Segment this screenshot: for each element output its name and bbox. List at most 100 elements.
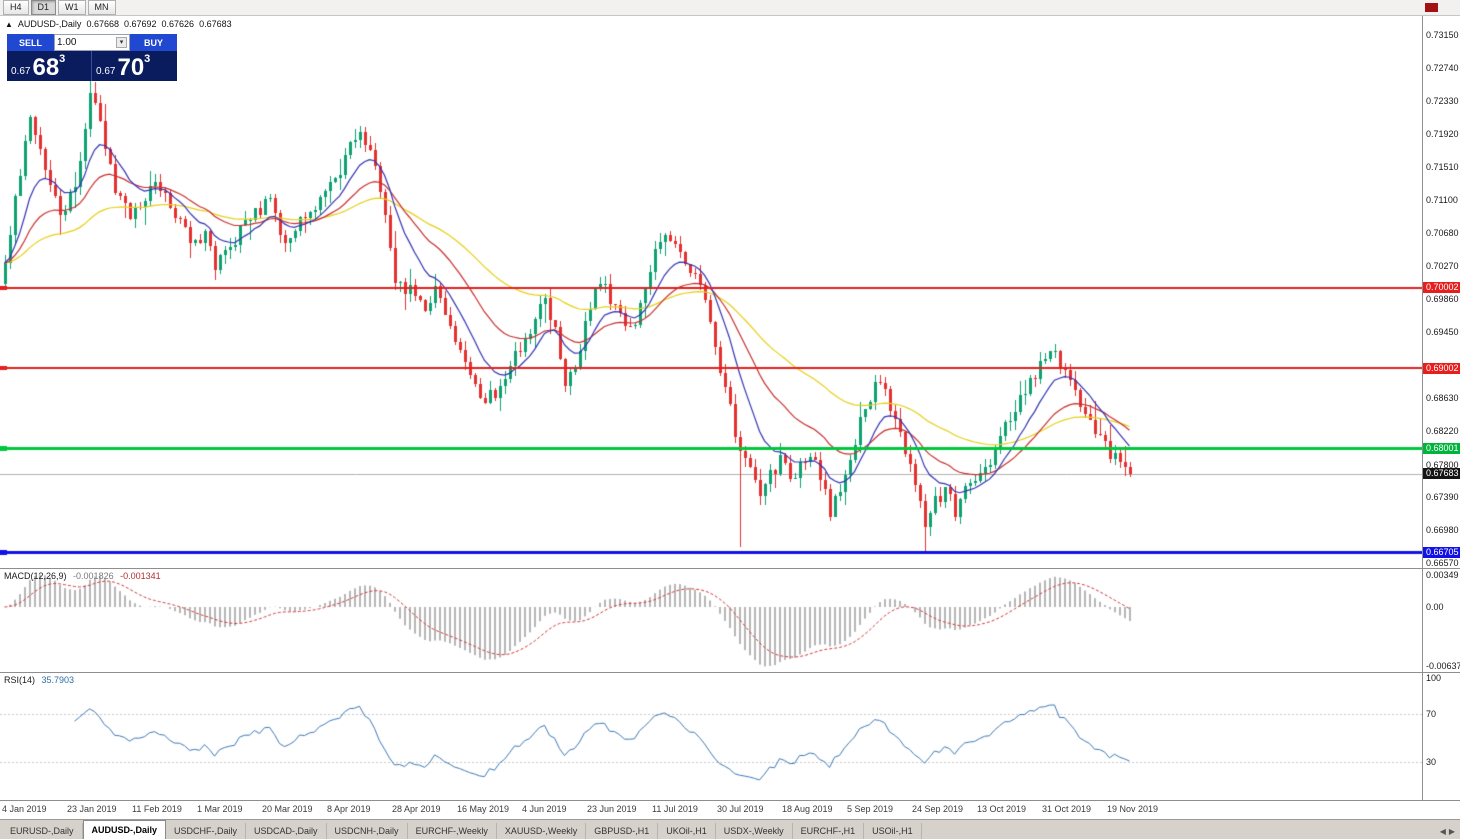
price-scale-label: 0.67390 — [1426, 492, 1459, 503]
tab-usdcad-daily[interactable]: USDCAD-,Daily — [246, 823, 327, 839]
price-badge: 0.68001 — [1423, 442, 1460, 454]
price-scale-label: 0.67800 — [1426, 459, 1459, 470]
macd-scale-label: 0.00349 — [1426, 569, 1459, 580]
sell-price-big: 68 — [32, 54, 60, 81]
tab-scroll-left-button[interactable]: ◀ — [1439, 827, 1446, 836]
one-click-toggle-icon[interactable]: ▲ — [5, 19, 13, 29]
ohlc-open: 0.67668 — [86, 19, 119, 29]
macd-scale-label: 0.00 — [1426, 602, 1444, 612]
price-badge: 0.70002 — [1423, 282, 1460, 294]
chart-info-line: ▲ AUDUSD-,Daily 0.67668 0.67692 0.67626 … — [5, 19, 232, 29]
price-scale-label: 0.66980 — [1426, 525, 1459, 536]
time-label: 19 Nov 2019 — [1107, 804, 1159, 814]
price-scale-label: 0.68220 — [1426, 425, 1459, 436]
time-label: 23 Jun 2019 — [587, 804, 637, 814]
tab-usoil-h1[interactable]: USOil-,H1 — [864, 823, 922, 839]
price-badge: 0.69002 — [1423, 362, 1460, 374]
time-label: 23 Jan 2019 — [67, 804, 117, 814]
time-label: 5 Sep 2019 — [847, 804, 894, 814]
red-status-icon — [1425, 3, 1438, 12]
sell-price[interactable]: 0.67 68 3 — [7, 51, 92, 81]
tab-scroll: ◀ ▶ — [1440, 827, 1460, 839]
sell-button[interactable]: SELL — [7, 34, 54, 51]
price-scale-label: 0.70680 — [1426, 228, 1459, 239]
ohlc-low: 0.67626 — [161, 19, 195, 29]
buy-button[interactable]: BUY — [130, 34, 177, 51]
macd-scale-label: -0.00637 — [1426, 661, 1460, 672]
one-click-trading-widget: SELL 1.00 ▾ BUY 0.67 68 3 0.67 70 3 — [7, 34, 177, 81]
sell-price-sup: 3 — [59, 53, 66, 65]
tab-usdx-weekly[interactable]: USDX-,Weekly — [716, 823, 793, 839]
price-scale[interactable]: 0.73150 0.72740 0.72330 0.71920 0.71510 0.711… — [1422, 16, 1460, 800]
time-label: 16 May 2019 — [457, 804, 510, 814]
volume-value: 1.00 — [57, 37, 77, 48]
time-label: 20 Mar 2019 — [262, 804, 313, 814]
tab-xauusd-weekly[interactable]: XAUUSD-,Weekly — [497, 823, 587, 839]
time-label: 4 Jun 2019 — [522, 804, 567, 814]
buy-price-base: 0.67 — [96, 66, 116, 77]
price-scale-label: 0.73150 — [1426, 30, 1459, 41]
rsi-name: RSI(14) — [4, 675, 36, 685]
price-scale-label: 0.70270 — [1426, 261, 1459, 272]
tab-eurchf-weekly[interactable]: EURCHF-,Weekly — [408, 823, 497, 839]
time-label: 13 Oct 2019 — [977, 804, 1027, 814]
panel-splitter-axis[interactable] — [0, 800, 1460, 801]
tabs-bar: EURUSD-,Daily AUDUSD-,Daily USDCHF-,Daily U… — [0, 819, 1460, 839]
timeframe-buttons: H4 D1 W1 MN — [3, 0, 116, 15]
price-scale-label: 0.71100 — [1426, 194, 1458, 205]
ohlc-high: 0.67692 — [123, 19, 157, 29]
tab-eurchf-h1[interactable]: EURCHF-,H1 — [793, 823, 865, 839]
time-label: 18 Aug 2019 — [782, 804, 833, 814]
tab-scroll-right-button[interactable]: ▶ — [1448, 827, 1455, 836]
macd-value-signal: -0.001341 — [120, 571, 161, 581]
macd-name: MACD(12,26,9) — [4, 571, 67, 581]
price-scale-label: 0.69450 — [1426, 327, 1459, 338]
price-chart-canvas[interactable] — [0, 16, 1422, 568]
rsi-canvas[interactable] — [0, 672, 1422, 800]
price-scale-label: 0.71510 — [1426, 161, 1459, 172]
chart-tabs: EURUSD-,Daily AUDUSD-,Daily USDCHF-,Daily U… — [0, 820, 922, 839]
toolbar: H4 D1 W1 MN — [0, 0, 1460, 16]
buy-price[interactable]: 0.67 70 3 — [92, 51, 177, 81]
timeframe-button-h4[interactable]: H4 — [3, 0, 29, 15]
time-label: 1 Mar 2019 — [197, 804, 243, 814]
tab-eurusd-daily[interactable]: EURUSD-,Daily — [2, 823, 83, 839]
panel-splitter-macd[interactable] — [0, 568, 1460, 569]
timeframe-button-w1[interactable]: W1 — [58, 0, 86, 15]
price-badge: 0.67683 — [1423, 468, 1460, 480]
timeframe-button-d1[interactable]: D1 — [30, 0, 57, 15]
tab-gbpusd-h1[interactable]: GBPUSD-,H1 — [586, 823, 659, 839]
tab-usdcnh-daily[interactable]: USDCNH-,Daily — [327, 823, 408, 839]
price-scale-label: 0.68630 — [1426, 392, 1459, 403]
tab-usdchf-daily[interactable]: USDCHF-,Daily — [166, 823, 247, 839]
rsi-value: 35.7903 — [41, 675, 75, 685]
price-scale-label: 0.72740 — [1426, 63, 1459, 74]
price-badge: 0.66705 — [1423, 546, 1460, 558]
timeframe-button-mn[interactable]: MN — [87, 0, 116, 15]
macd-value-main: -0.001826 — [73, 571, 114, 581]
rsi-scale-label: 30 — [1426, 757, 1437, 767]
buy-price-big: 70 — [117, 54, 145, 81]
tab-ukoil-h1[interactable]: UKOil-,H1 — [658, 823, 716, 839]
time-label: 4 Jan 2019 — [2, 804, 47, 814]
time-label: 28 Apr 2019 — [392, 804, 441, 814]
sell-price-base: 0.67 — [11, 66, 31, 77]
tab-audusd-daily[interactable]: AUDUSD-,Daily — [82, 820, 167, 839]
rsi-scale-label: 70 — [1426, 709, 1437, 719]
rsi-label: RSI(14) 35.7903 — [4, 675, 74, 685]
time-label: 30 Jul 2019 — [717, 804, 764, 814]
rsi-scale-label: 100 — [1426, 673, 1442, 683]
price-scale-label: 0.71920 — [1426, 128, 1459, 139]
panel-splitter-rsi[interactable] — [0, 672, 1460, 673]
time-axis[interactable]: 4 Jan 2019 23 Jan 2019 11 Feb 2019 1 Mar 20… — [0, 801, 1422, 819]
volume-input[interactable]: 1.00 ▾ — [54, 34, 130, 51]
time-label: 24 Sep 2019 — [912, 804, 964, 814]
time-label: 11 Jul 2019 — [652, 804, 698, 814]
price-scale-label: 0.72330 — [1426, 96, 1459, 107]
time-label: 11 Feb 2019 — [132, 804, 182, 814]
volume-dropdown-icon[interactable]: ▾ — [116, 37, 127, 48]
ohlc-close: 0.67683 — [199, 19, 232, 29]
macd-canvas[interactable] — [0, 568, 1422, 672]
price-scale-label: 0.69860 — [1426, 294, 1459, 305]
